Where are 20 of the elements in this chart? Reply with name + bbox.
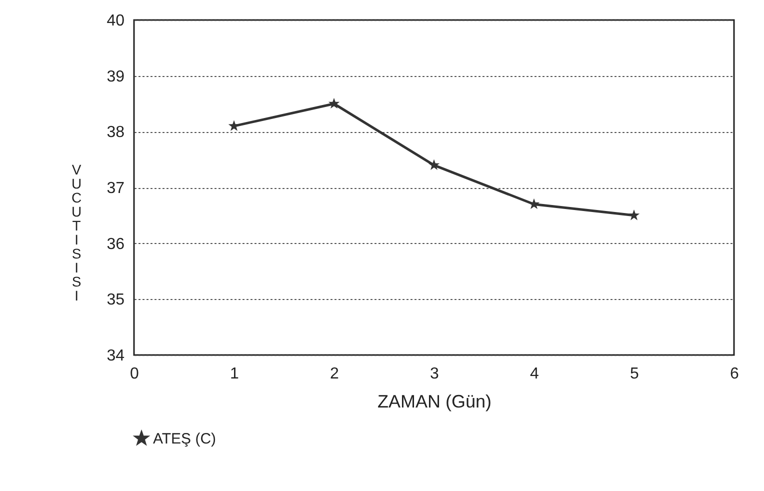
x-tick-label: 4 — [530, 366, 540, 382]
y-tick-label: 36 — [106, 236, 125, 253]
y-tick-label: 37 — [106, 180, 125, 197]
y-tick-label: 38 — [106, 124, 125, 142]
x-tick-label: 5 — [630, 366, 640, 382]
point — [328, 98, 340, 109]
y-tick-label: 35 — [106, 292, 125, 309]
x-tick-label: 6 — [730, 366, 740, 382]
x-tick-label: 2 — [330, 366, 340, 382]
x-tick-label: 3 — [430, 366, 440, 382]
y-tick-label: 39 — [106, 68, 125, 86]
y-tick-label: 40 — [106, 12, 125, 30]
text: VUCUT ISISI — [71, 162, 82, 304]
legend-label: ATEŞ (C) — [153, 430, 216, 448]
point — [428, 159, 440, 170]
x-axis-title: ZAMAN (Gün) — [377, 392, 492, 412]
y-tick-label: 34 — [106, 348, 125, 364]
x-tick-label: 0 — [130, 366, 140, 382]
point — [628, 210, 640, 220]
x-tick-label: 1 — [230, 366, 240, 382]
